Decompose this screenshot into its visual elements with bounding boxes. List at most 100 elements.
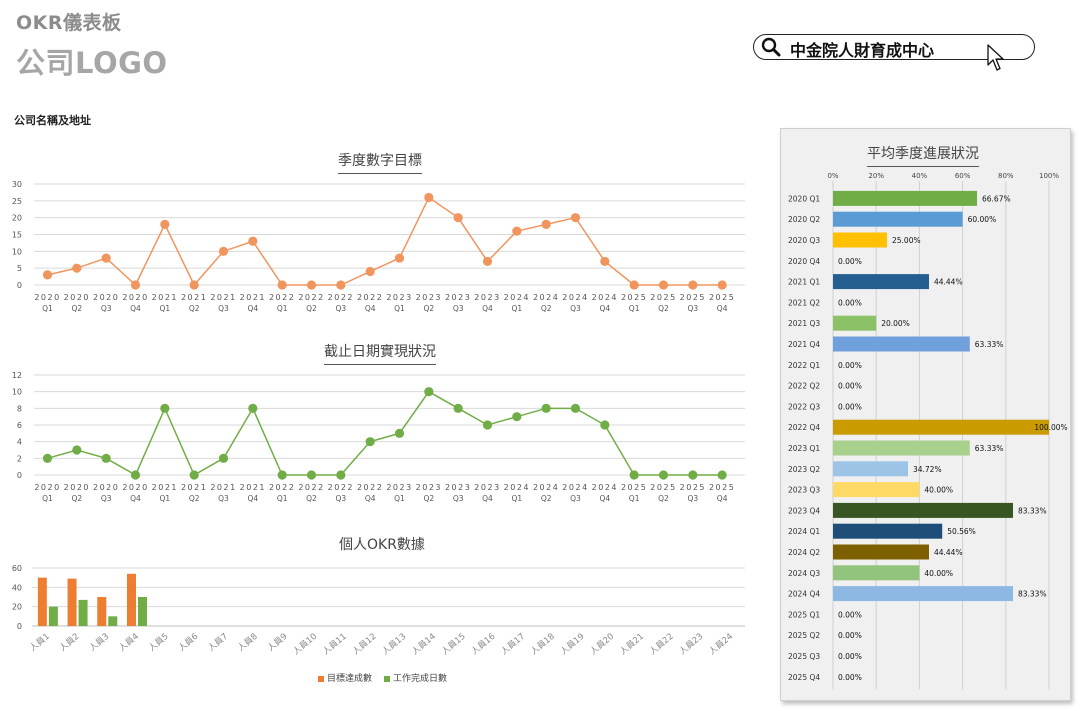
data-point [453,403,463,413]
y-tick-label: 6 [17,421,22,430]
x-tick-year: 2024 [562,293,588,302]
x-tick-year: 2023 [474,483,500,492]
y-tick-label: 2 [17,454,22,463]
x-tick-quarter: Q1 [42,494,53,503]
y-category-label: 2023 Q1 [788,444,820,453]
data-label: 0.00% [838,361,862,370]
x-tick-year: 2021 [181,483,207,492]
data-label: 50.56% [947,527,976,536]
x-tick-year: 2025 [621,483,647,492]
y-tick-label: 12 [12,371,22,380]
x-tick-quarter: Q3 [101,494,112,503]
x-tick-quarter: Q2 [189,304,200,313]
data-point [600,420,610,430]
data-point [629,470,639,480]
search-text[interactable]: 中金院人財育成中心 [790,41,935,60]
series-line [47,390,723,477]
x-tick-year: 2021 [152,483,178,492]
x-tick-label: 40% [912,172,928,180]
x-tick-label: 人員12 [351,632,379,658]
y-tick-label: 60 [12,564,22,573]
data-label: 0.00% [838,382,862,391]
x-tick-quarter: Q4 [130,304,141,313]
x-tick-quarter: Q3 [335,494,346,503]
x-tick-label: 人員20 [588,632,616,658]
bar [833,440,970,456]
x-tick-label: 人員18 [529,632,557,658]
x-tick-quarter: Q2 [658,494,669,503]
data-label: 83.33% [1018,590,1047,599]
x-tick-year: 2023 [416,483,442,492]
x-tick-quarter: Q2 [541,494,552,503]
search-icon [760,37,782,61]
data-point [541,403,551,413]
x-tick-year: 2024 [562,483,588,492]
x-tick-label: 100% [1039,172,1059,180]
data-point [394,253,405,263]
x-tick-quarter: Q3 [453,494,464,503]
data-point [570,403,581,413]
bar [833,461,908,477]
x-tick-label: 人員4 [117,632,141,654]
x-tick-quarter: Q2 [189,494,200,503]
x-tick-quarter: Q4 [717,494,728,503]
x-tick-quarter: Q1 [277,494,288,503]
y-tick-label: 25 [12,197,22,206]
data-label: 0.00% [838,402,862,411]
x-tick-year: 2025 [621,293,647,302]
x-tick-year: 2023 [386,293,412,302]
data-point [160,219,170,229]
x-tick-year: 2022 [298,483,324,492]
data-point [160,403,170,413]
x-tick-label: 80% [998,172,1014,180]
x-tick-label: 人員23 [678,632,706,658]
x-tick-label: 人員9 [266,632,290,654]
y-category-label: 2025 Q1 [788,610,820,619]
y-tick-label: 8 [17,404,22,413]
x-tick-year: 2021 [152,293,178,302]
x-tick-quarter: Q2 [306,304,317,313]
x-tick-quarter: Q1 [394,304,405,313]
data-point [512,226,522,236]
x-tick-quarter: Q2 [541,304,552,313]
data-label: 0.00% [838,610,862,619]
y-category-label: 2020 Q4 [788,257,820,266]
data-point [248,236,258,246]
x-tick-year: 2023 [416,293,442,302]
x-tick-label: 人員13 [381,632,409,658]
x-tick-quarter: Q1 [394,494,405,503]
data-point [130,470,141,480]
x-tick-quarter: Q4 [365,304,376,313]
data-label: 44.44% [934,278,963,287]
bar [833,190,978,206]
x-tick-quarter: Q4 [247,494,258,503]
x-tick-quarter: Q1 [511,494,522,503]
x-tick-year: 2025 [650,483,676,492]
data-point [42,270,53,280]
data-label: 83.33% [1018,506,1047,515]
data-point [42,453,53,463]
chart2-title: 截止日期實現狀況 [324,341,436,365]
data-point [688,280,698,290]
data-point [101,253,111,263]
data-point [130,280,141,290]
bar [833,336,970,352]
data-point [717,280,727,290]
y-tick-label: 10 [12,388,22,397]
x-tick-quarter: Q3 [218,304,229,313]
bar [37,577,47,626]
bar [833,315,877,331]
x-tick-quarter: Q4 [482,304,493,313]
y-category-label: 2021 Q2 [788,298,820,307]
bar [67,578,77,626]
data-point [658,470,669,480]
x-tick-year: 2022 [328,483,354,492]
x-tick-label: 人員21 [618,632,646,658]
data-point [306,470,317,480]
x-tick-year: 2022 [328,293,354,302]
x-tick-label: 人員17 [499,632,527,658]
data-point [541,219,551,229]
data-label: 63.33% [975,340,1004,349]
data-label: 40.00% [924,486,953,495]
x-tick-year: 2021 [240,483,266,492]
